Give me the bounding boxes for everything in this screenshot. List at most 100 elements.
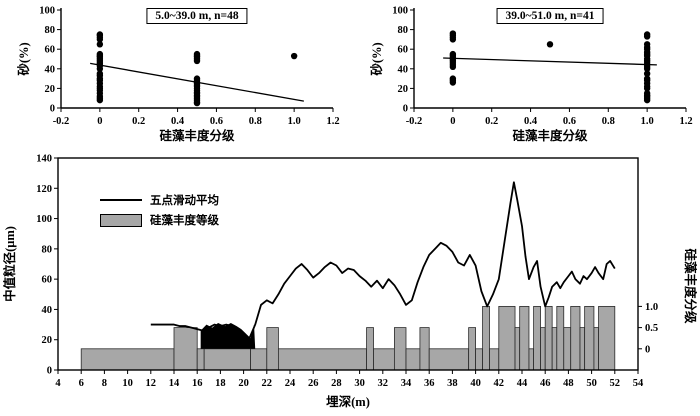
abundance-bar [468, 327, 477, 371]
abundance-bar [519, 305, 530, 371]
abundance-bar [419, 327, 430, 371]
abundance-bar [551, 327, 558, 371]
abundance-bar [489, 348, 500, 371]
y-left-tick-label: 60 [42, 275, 53, 286]
y-left-tick-label: 120 [36, 184, 52, 195]
x-tick-label: 0.2 [485, 116, 498, 127]
scatter-point [643, 85, 651, 92]
y-tick-label: 40 [398, 64, 409, 75]
y-right-axis-label: 硅藻丰度分级 [683, 248, 698, 324]
legend: 五点滑动平均 硅藻丰度等级 [100, 192, 219, 228]
x-tick-label: 0.6 [563, 116, 576, 127]
scatter-point [546, 41, 554, 48]
x-tick-label: 0.6 [210, 116, 223, 127]
annotation-box-left: 5.0~39.0 m, n=48 [146, 8, 248, 24]
scatter-point [193, 99, 201, 107]
y-tick-label: 40 [45, 64, 56, 75]
x-axis-label: 硅藻丰度分级 [512, 128, 588, 143]
x-tick-label: 10 [122, 378, 133, 389]
abundance-bar [598, 305, 616, 371]
x-tick-label: 14 [169, 378, 180, 389]
abundance-bar [428, 348, 470, 371]
legend-label-abundance: 硅藻丰度等级 [150, 215, 219, 227]
abundance-bar [514, 327, 521, 371]
y-left-tick-label: 80 [42, 244, 53, 255]
scatter-point [643, 70, 651, 77]
abundance-bar [196, 348, 205, 371]
scatter-point [643, 33, 651, 40]
scatter-panel-left: -0.2 0 0.2 0.4 0.6 0.8 1.0 1.2 0 20 40 60 80 100 硅藻丰度分… [15, 2, 345, 150]
x-tick-label: 36 [424, 378, 435, 389]
y-tick-label: 60 [398, 45, 409, 56]
abundance-bar [556, 305, 565, 371]
scatter-point [96, 96, 104, 104]
x-tick-label: 16 [192, 378, 203, 389]
abundance-bar [540, 327, 546, 371]
y-left-tick-label: 0 [47, 366, 52, 377]
abundance-bar [203, 348, 251, 371]
scatter-point [193, 57, 201, 65]
x-tick-label: 44 [517, 378, 528, 389]
x-tick-label: 4 [55, 378, 61, 389]
abundance-bar [277, 348, 367, 371]
y-axis-label: 砂(%) [16, 42, 31, 76]
x-tick-label: 48 [563, 378, 574, 389]
x-axis-label: 硅藻丰度分级 [159, 128, 235, 143]
regression-line [90, 62, 304, 102]
x-tick-label: 8 [102, 378, 107, 389]
x-tick-label: 0.8 [249, 116, 262, 127]
x-tick-label: 40 [470, 378, 481, 389]
abundance-bar [475, 348, 483, 371]
x-tick-label: 1.0 [641, 116, 654, 127]
x-tick-label: 0.2 [132, 116, 145, 127]
x-tick-label: 38 [447, 378, 458, 389]
x-tick-label: 42 [494, 378, 505, 389]
scatter-right-chart: -0.2 0 0.2 0.4 0.6 0.8 1.0 1.2020406080100硅藻丰度分… [369, 6, 693, 144]
abundance-bar [373, 348, 395, 371]
black-area [200, 323, 256, 349]
regression-line [443, 57, 657, 66]
y-right-tick-label: 0 [645, 344, 650, 355]
x-tick-label: 22 [262, 378, 273, 389]
x-tick-label: 54 [633, 378, 644, 389]
legend-item-abundance: 硅藻丰度等级 [100, 212, 219, 228]
y-tick-label: 80 [45, 25, 56, 36]
depth-profile-panel: 4 6 8 10 12 14 16 18 20 22 24 26 28 30 32 34 36 38 40 42 44 4… [0, 148, 700, 416]
abundance-bar [593, 327, 599, 371]
legend-line-marker [100, 199, 142, 201]
x-tick-label: 12 [146, 378, 157, 389]
scatter-point [643, 96, 651, 104]
abundance-bar [482, 305, 490, 371]
x-tick-label: 32 [378, 378, 389, 389]
scatter-point [96, 36, 104, 43]
y-tick-label: 0 [403, 104, 408, 115]
scatter-panel-right: -0.2 0 0.2 0.4 0.6 0.8 1.0 1.2 0 20 40 60 80 100 硅藻丰度分… [368, 2, 698, 150]
abundance-bar [366, 327, 374, 371]
abundance-bar [405, 348, 421, 371]
x-tick-label: 46 [540, 378, 551, 389]
x-tick-label: 28 [331, 378, 342, 389]
abundance-bar [250, 348, 268, 371]
y-axis-label: 砂(%) [369, 42, 384, 76]
x-tick-label: 0.4 [524, 116, 538, 127]
abundance-bar [528, 348, 535, 371]
y-left-tick-label: 140 [36, 154, 52, 165]
scatter-point [449, 79, 457, 86]
x-tick-label: 1.0 [288, 116, 301, 127]
y-tick-label: 20 [398, 84, 409, 95]
abundance-bar [584, 305, 595, 371]
scatter-point [290, 52, 298, 60]
scatter-point [449, 36, 457, 43]
legend-bar-marker [100, 213, 142, 227]
x-tick-label: 6 [79, 378, 84, 389]
x-tick-label: 26 [308, 378, 319, 389]
y-left-axis-label: 中值粒径(μm) [2, 226, 17, 302]
x-axis-label: 埋深(m) [326, 394, 370, 409]
legend-label-moving-average: 五点滑动平均 [150, 195, 219, 207]
y-tick-label: 0 [50, 104, 55, 115]
legend-item-moving-average: 五点滑动平均 [100, 192, 219, 208]
x-tick-label: 30 [354, 378, 365, 389]
x-tick-label: -0.2 [406, 116, 423, 127]
y-tick-label: 100 [392, 6, 408, 17]
